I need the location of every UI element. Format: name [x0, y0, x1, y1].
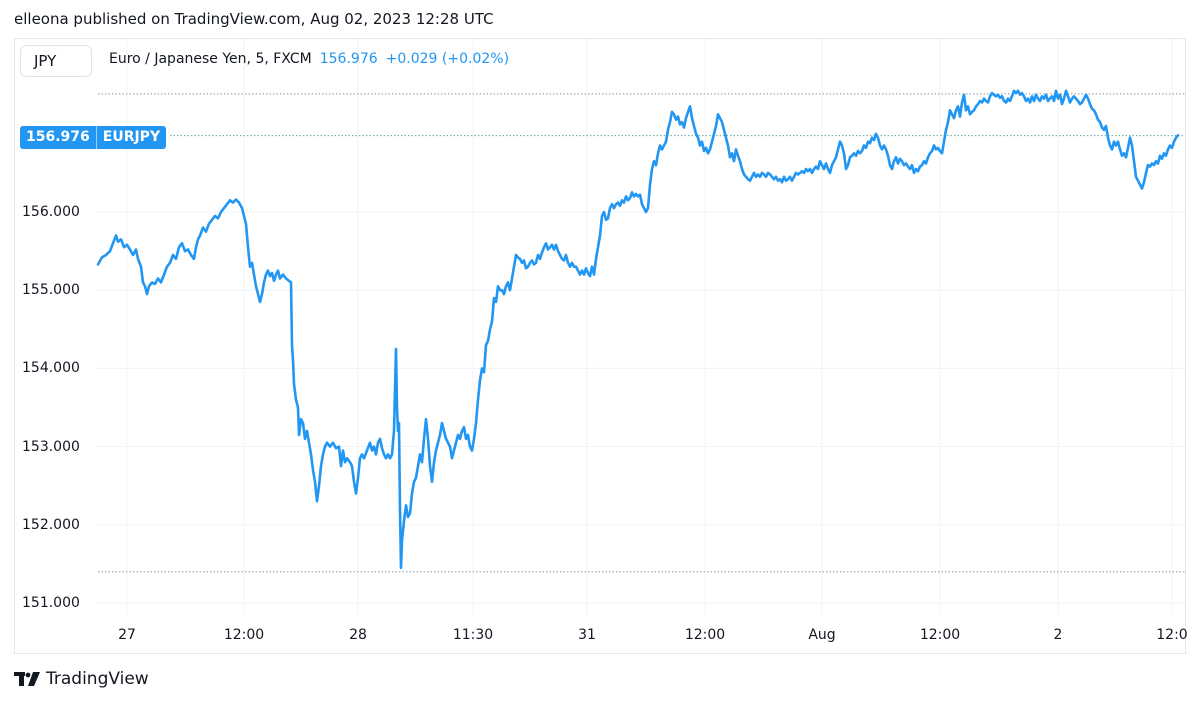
time-axis-label: 12:00 [223, 627, 265, 643]
time-axis-label: 11:30 [452, 627, 494, 643]
time-axis-label: Aug [808, 627, 836, 643]
grid-lines [96, 39, 1185, 615]
last-price-tag: 156.976 EURJPY [20, 126, 167, 149]
price-axis-label: 152.000 [22, 516, 80, 533]
last-price-value: 156.976 [20, 126, 96, 149]
price-axis-label: 153.000 [22, 438, 80, 455]
price-series-line [96, 89, 1180, 570]
chart-frame [14, 38, 1186, 654]
published-caption: elleona published on TradingView.com, Au… [14, 10, 494, 28]
time-axis-label: 27 [118, 627, 136, 643]
chart-legend: Euro / Japanese Yen, 5, FXCM 156.976 +0.02… [109, 51, 509, 67]
time-axis-label: 31 [578, 627, 596, 643]
time-axis-label: 2 [1053, 627, 1063, 643]
legend-symbol-name: Euro / Japanese Yen, 5, FXCM [109, 51, 312, 67]
legend-last-price: 156.976 [319, 51, 378, 67]
tradingview-logo-icon [14, 672, 40, 686]
time-axis-label: 28 [349, 627, 367, 643]
price-axis-label: 151.000 [22, 595, 80, 611]
price-axis-label: 156.000 [22, 204, 80, 220]
price-axis-label: 155.000 [22, 282, 80, 299]
time-axis-label: 12:0 [1156, 627, 1188, 643]
price-axis-label: 154.000 [22, 360, 80, 377]
time-axis-label: 12:00 [919, 627, 961, 643]
brand-name: TradingView [46, 669, 149, 689]
price-tag-divider [95, 126, 97, 149]
range-lines [98, 93, 1185, 573]
time-axis-label: 12:00 [684, 627, 726, 643]
symbol-selector[interactable]: JPY [20, 45, 92, 77]
tradingview-brand[interactable]: TradingView [14, 669, 149, 689]
last-price-symbol: EURJPY [96, 126, 167, 149]
legend-change: +0.029 (+0.02%) [385, 51, 510, 67]
